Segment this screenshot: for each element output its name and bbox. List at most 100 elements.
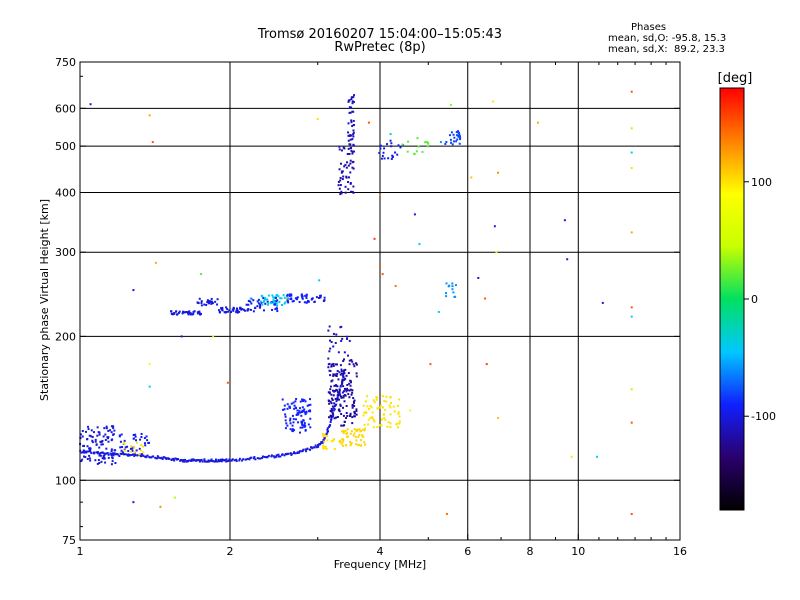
data-point <box>148 441 151 444</box>
data-point <box>215 460 218 463</box>
data-point <box>305 297 308 300</box>
data-point <box>348 389 351 392</box>
data-point <box>294 400 297 403</box>
data-point <box>98 431 101 434</box>
data-point <box>378 406 381 409</box>
data-point <box>326 427 329 430</box>
data-point <box>148 114 151 117</box>
data-point <box>350 442 353 445</box>
data-point <box>212 335 215 338</box>
data-point <box>104 452 107 455</box>
data-point <box>485 363 488 366</box>
data-point <box>339 184 342 187</box>
data-point <box>445 282 448 285</box>
data-point <box>303 301 306 304</box>
data-point <box>111 460 114 463</box>
data-point <box>343 369 346 372</box>
data-point <box>256 300 259 303</box>
data-point <box>457 131 460 134</box>
data-point <box>82 444 85 447</box>
data-point <box>315 296 318 299</box>
data-point <box>329 374 332 377</box>
data-point <box>332 345 335 348</box>
data-point <box>301 450 304 453</box>
data-point <box>343 393 346 396</box>
data-point <box>93 452 96 455</box>
data-point <box>301 406 304 409</box>
data-point <box>96 451 99 454</box>
data-point <box>286 300 289 303</box>
data-point <box>630 127 633 130</box>
data-point <box>385 395 388 398</box>
data-point <box>299 400 302 403</box>
data-point <box>348 143 351 146</box>
data-point <box>407 140 410 143</box>
data-point <box>333 402 336 405</box>
data-point <box>477 276 480 279</box>
data-point <box>353 428 356 431</box>
data-point <box>313 446 316 449</box>
data-point <box>290 294 293 297</box>
data-point <box>343 377 346 380</box>
data-point <box>286 403 289 406</box>
data-point <box>309 417 312 420</box>
data-point <box>338 168 341 171</box>
data-point <box>140 432 143 435</box>
data-point <box>247 303 250 306</box>
data-point <box>348 176 351 179</box>
data-point <box>298 450 301 453</box>
data-point <box>181 312 184 315</box>
data-point <box>347 372 350 375</box>
data-point <box>302 448 305 451</box>
data-point <box>205 460 208 463</box>
data-point <box>132 501 135 504</box>
data-point <box>110 425 113 428</box>
data-point <box>242 308 245 311</box>
data-point <box>284 415 287 418</box>
data-point <box>339 404 342 407</box>
data-point <box>367 121 370 124</box>
data-point <box>277 455 280 458</box>
data-point <box>88 454 91 457</box>
data-point <box>352 191 355 194</box>
data-point <box>453 295 456 298</box>
data-point <box>330 341 333 344</box>
data-point <box>398 420 401 423</box>
data-point <box>310 298 313 301</box>
data-point <box>254 306 257 309</box>
data-point <box>386 143 389 146</box>
data-point <box>238 310 241 313</box>
data-point <box>294 406 297 409</box>
data-point <box>630 90 633 93</box>
data-point <box>173 311 176 314</box>
data-point <box>185 460 188 463</box>
data-point <box>230 311 233 314</box>
data-point <box>192 459 195 462</box>
data-point <box>340 190 343 193</box>
data-point <box>342 390 345 393</box>
data-point <box>294 452 297 455</box>
data-point <box>263 455 266 458</box>
data-point <box>327 391 330 394</box>
data-point <box>187 311 190 314</box>
data-point <box>86 457 89 460</box>
data-point <box>352 400 355 403</box>
data-point <box>352 129 355 132</box>
data-point <box>388 404 391 407</box>
data-point <box>98 446 101 449</box>
data-point <box>352 135 355 138</box>
data-point <box>293 407 296 410</box>
data-point <box>275 307 278 310</box>
data-point <box>345 404 348 407</box>
data-point <box>297 413 300 416</box>
data-point <box>102 435 105 438</box>
data-point <box>139 438 142 441</box>
data-point <box>105 452 108 455</box>
data-point <box>289 293 292 296</box>
data-point <box>322 434 325 437</box>
phase-title: Phases <box>631 22 667 33</box>
data-point <box>339 364 342 367</box>
data-point <box>301 297 304 300</box>
data-point <box>99 451 102 454</box>
data-point <box>110 452 113 455</box>
